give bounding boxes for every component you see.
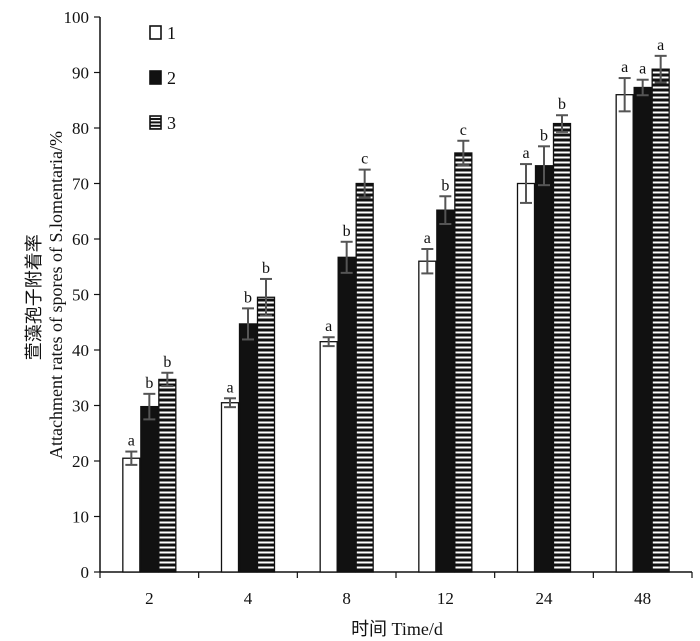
- bar-series-2: [141, 407, 158, 572]
- legend-swatch-3: [150, 116, 161, 129]
- x-tick-label: 4: [244, 589, 253, 608]
- bar-series-3: [652, 69, 669, 572]
- y-tick-label: 30: [72, 397, 89, 416]
- x-axis: 2 4 8 12 24 48: [100, 572, 692, 608]
- bar-series-2: [437, 210, 454, 572]
- bar-series-1: [222, 403, 239, 572]
- y-tick-label: 0: [81, 563, 90, 582]
- y-tick-label: 60: [72, 230, 89, 249]
- y-tick-label: 80: [72, 119, 89, 138]
- significance-letter: a: [639, 61, 646, 78]
- significance-letter: a: [128, 433, 135, 450]
- legend-swatch-1: [150, 26, 161, 39]
- legend-label: 3: [167, 113, 176, 133]
- y-axis: 0 10 20 30 40 50 60 70 80 90 100: [64, 8, 101, 582]
- bar-series-1: [123, 458, 140, 572]
- significance-letter: c: [460, 122, 467, 139]
- significance-letter: b: [441, 177, 449, 194]
- bar-series-1: [320, 342, 337, 572]
- x-tick-label: 2: [145, 589, 154, 608]
- bar-series-2: [634, 87, 651, 572]
- bar-series-2: [536, 166, 553, 572]
- legend: 1 2 3: [150, 23, 176, 133]
- x-tick-label: 12: [437, 589, 454, 608]
- y-tick-label: 10: [72, 508, 89, 527]
- significance-letter: b: [244, 289, 252, 306]
- bar-series-2: [338, 257, 355, 572]
- y-axis-title: 萱藻孢子附着率 Attachment rates of spores of S.…: [24, 131, 66, 459]
- bar-series-3: [455, 153, 472, 572]
- y-axis-title-cn: 萱藻孢子附着率: [24, 234, 44, 360]
- legend-label: 2: [167, 68, 176, 88]
- significance-letter: a: [226, 379, 233, 396]
- significance-letter: b: [540, 127, 548, 144]
- y-tick-label: 40: [72, 341, 89, 360]
- bar-series-2: [240, 324, 257, 572]
- y-tick-label: 70: [72, 175, 89, 194]
- x-tick-label: 48: [634, 589, 651, 608]
- y-tick-label: 20: [72, 452, 89, 471]
- significance-letter: a: [657, 37, 664, 54]
- significance-letter: b: [163, 354, 171, 371]
- y-tick-label: 100: [64, 8, 90, 27]
- legend-swatch-2: [150, 71, 161, 84]
- bar-series-1: [616, 95, 633, 572]
- x-tick-label: 24: [536, 589, 554, 608]
- bar-series-3: [554, 124, 571, 572]
- significance-letter: a: [621, 59, 628, 76]
- significance-letter: a: [325, 318, 332, 335]
- bar-series-3: [159, 379, 176, 572]
- significance-letter: a: [424, 230, 431, 247]
- y-tick-label: 90: [72, 64, 89, 83]
- x-axis-title: 时间 Time/d: [351, 619, 443, 639]
- significance-letter: a: [522, 145, 529, 162]
- bar-series-3: [258, 297, 275, 572]
- bar-series-3: [356, 184, 373, 573]
- significance-letter: b: [558, 96, 566, 113]
- y-axis-title-en: Attachment rates of spores of S.lomentar…: [46, 131, 66, 459]
- x-tick-label: 8: [342, 589, 351, 608]
- significance-letter: c: [361, 151, 368, 168]
- legend-label: 1: [167, 23, 176, 43]
- y-tick-label: 50: [72, 286, 89, 305]
- significance-letter: b: [262, 260, 270, 277]
- bar-series-1: [419, 261, 436, 572]
- bar-series-1: [518, 184, 535, 573]
- significance-letter: b: [145, 375, 153, 392]
- significance-letter: b: [343, 223, 351, 240]
